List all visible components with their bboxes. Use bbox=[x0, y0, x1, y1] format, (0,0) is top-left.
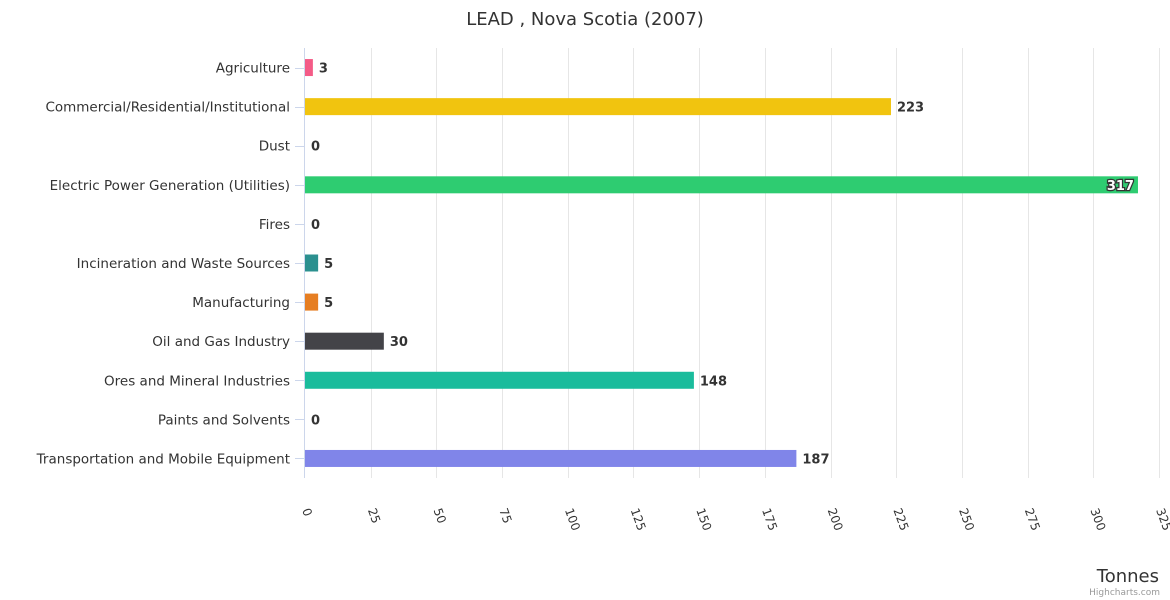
value-axis-title: Tonnes bbox=[1096, 566, 1159, 587]
data-label: 0 bbox=[311, 218, 320, 233]
bar[interactable] bbox=[305, 98, 891, 116]
bar[interactable] bbox=[305, 449, 797, 467]
category-label: Fires bbox=[259, 217, 290, 233]
category-label: Agriculture bbox=[216, 61, 290, 77]
bar-series bbox=[305, 59, 1138, 467]
bar[interactable] bbox=[305, 332, 384, 350]
category-label: Manufacturing bbox=[192, 295, 290, 311]
bar[interactable] bbox=[305, 254, 319, 272]
category-label: Paints and Solvents bbox=[158, 412, 290, 428]
data-label: 5 bbox=[324, 257, 333, 272]
chart-title: LEAD , Nova Scotia (2007) bbox=[466, 9, 704, 30]
category-label: Dust bbox=[259, 139, 290, 155]
data-labels: 3 223 0 317 0 5 5 30 148 0 187 bbox=[311, 62, 1135, 468]
bar[interactable] bbox=[305, 293, 319, 311]
category-label: Electric Power Generation (Utilities) bbox=[50, 178, 290, 194]
bar[interactable] bbox=[305, 371, 694, 389]
data-label: 30 bbox=[390, 335, 408, 350]
category-label: Ores and Mineral Industries bbox=[104, 373, 290, 389]
category-axis-labels: Agriculture Commercial/Residential/Instit… bbox=[36, 61, 290, 468]
value-axis-tick-label: 25 bbox=[365, 506, 383, 525]
data-label: 5 bbox=[324, 296, 333, 311]
category-label: Oil and Gas Industry bbox=[152, 334, 290, 350]
category-label: Transportation and Mobile Equipment bbox=[36, 451, 290, 467]
value-axis-tick-label: 0 bbox=[299, 506, 315, 518]
data-label: 3 bbox=[319, 62, 328, 77]
credits-link[interactable]: Highcharts.com bbox=[1089, 588, 1160, 598]
data-label: 148 bbox=[700, 374, 727, 389]
data-label: 187 bbox=[802, 452, 829, 467]
bar[interactable] bbox=[305, 59, 313, 77]
category-label: Incineration and Waste Sources bbox=[77, 256, 290, 272]
category-axis-ticks bbox=[295, 68, 304, 459]
data-label: 223 bbox=[897, 101, 924, 116]
grid-lines bbox=[371, 48, 1160, 478]
bar[interactable] bbox=[305, 176, 1138, 194]
data-label: 0 bbox=[311, 413, 320, 428]
data-label: 317 bbox=[1107, 179, 1134, 194]
value-axis-tick-label: 50 bbox=[431, 506, 449, 525]
data-label: 0 bbox=[311, 140, 320, 155]
value-axis-tick-label: 75 bbox=[496, 506, 514, 525]
category-label: Commercial/Residential/Institutional bbox=[45, 100, 290, 116]
